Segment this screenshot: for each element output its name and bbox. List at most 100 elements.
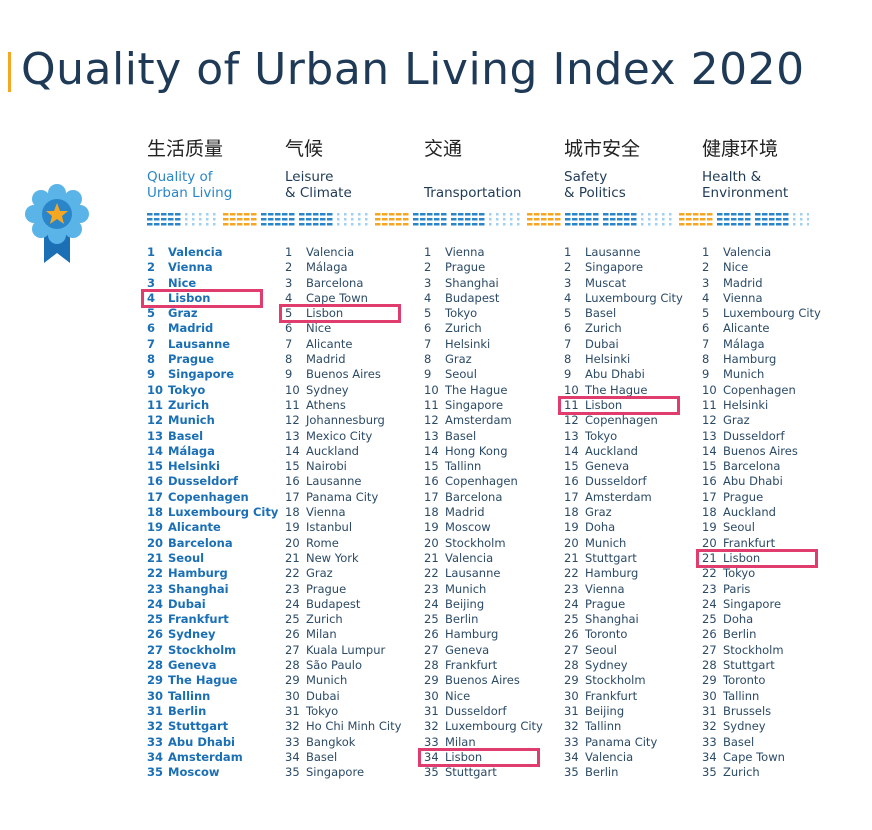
city-name: Geneva xyxy=(445,642,490,657)
city-name: Sydney xyxy=(723,719,766,734)
city-name: Zurich xyxy=(585,321,622,336)
city-name: Hamburg xyxy=(585,566,639,581)
rank-number: 20 xyxy=(702,535,717,550)
rank-number: 31 xyxy=(147,703,164,718)
ranking-row: 12 Copenhagen xyxy=(564,413,704,428)
city-name: Zurich xyxy=(306,612,343,627)
city-name: Tallinn xyxy=(585,719,622,734)
rank-number: 7 xyxy=(564,336,572,351)
ranking-row: 8 Graz xyxy=(424,352,564,367)
rank-number: 33 xyxy=(564,734,579,749)
rank-number: 18 xyxy=(147,505,164,520)
rank-number: 22 xyxy=(564,566,579,581)
city-name: Shanghai xyxy=(445,275,499,290)
city-name: Nairobi xyxy=(306,459,347,474)
ranking-row: 18 Graz xyxy=(564,505,704,520)
rank-number: 13 xyxy=(702,428,717,443)
city-name: Bangkok xyxy=(306,734,356,749)
rank-number: 28 xyxy=(702,658,717,673)
rank-number: 27 xyxy=(564,642,579,657)
rank-number: 18 xyxy=(702,505,717,520)
city-name: Dusseldorf xyxy=(445,703,507,718)
rank-number: 7 xyxy=(424,336,432,351)
city-name: The Hague xyxy=(445,382,508,397)
city-name: Cape Town xyxy=(306,290,368,305)
rank-number: 26 xyxy=(147,627,164,642)
rank-number: 20 xyxy=(285,535,300,550)
ranking-row: 9 Seoul xyxy=(424,367,564,382)
ranking-row: 7 Helsinki xyxy=(424,337,564,352)
rank-number: 16 xyxy=(424,474,439,489)
city-name: Muscat xyxy=(585,275,627,290)
city-name: Panama City xyxy=(585,734,658,749)
ranking-row: 31 Brussels xyxy=(702,704,842,719)
rank-number: 32 xyxy=(702,719,717,734)
ranking-row: 31 Beijing xyxy=(564,704,704,719)
rank-number: 32 xyxy=(564,719,579,734)
ranking-row: 34 Lisbon xyxy=(424,750,564,765)
city-name: Valencia xyxy=(168,245,223,259)
ranking-row: 2 Málaga xyxy=(285,260,425,275)
city-name: Barcelona xyxy=(306,275,364,290)
ranking-row: 23 Vienna xyxy=(564,582,704,597)
rank-number: 31 xyxy=(424,703,439,718)
column-header-health: 健康环境 Health & Environment xyxy=(702,134,842,203)
ranking-row: 17 Copenhagen xyxy=(147,490,287,505)
ranking-row: 14 Auckland xyxy=(564,444,704,459)
city-name: Hamburg xyxy=(168,566,228,581)
rank-number: 5 xyxy=(285,306,293,321)
ranking-row: 11 Singapore xyxy=(424,398,564,413)
city-name: Alicante xyxy=(723,321,770,336)
ranking-row: 21 Valencia xyxy=(424,551,564,566)
city-name: Beijing xyxy=(445,596,485,611)
rank-number: 30 xyxy=(285,688,300,703)
city-name: Prague xyxy=(306,581,347,596)
column-title-en-line2: Environment xyxy=(702,185,789,201)
city-name: Sydney xyxy=(306,382,349,397)
rank-number: 32 xyxy=(147,719,164,734)
rank-number: 5 xyxy=(702,306,710,321)
rank-number: 30 xyxy=(564,688,579,703)
lisbon-highlight-box xyxy=(279,304,401,324)
ranking-row: 5 Lisbon xyxy=(285,306,425,321)
city-name: Toronto xyxy=(585,627,628,642)
ranking-row: 25 Shanghai xyxy=(564,612,704,627)
ranking-row: 31 Dusseldorf xyxy=(424,704,564,719)
city-name: Madrid xyxy=(445,505,485,520)
city-name: Tallinn xyxy=(445,459,482,474)
ranking-row: 23 Paris xyxy=(702,582,842,597)
city-name: Singapore xyxy=(306,765,365,780)
city-name: Prague xyxy=(445,260,486,275)
rank-number: 12 xyxy=(564,413,579,428)
city-name: Istanbul xyxy=(306,520,353,535)
column-title-en: Leisure & Climate xyxy=(285,169,425,203)
city-name: Stuttgart xyxy=(445,765,497,780)
ranking-row: 15 Barcelona xyxy=(702,459,842,474)
city-name: Beijing xyxy=(585,703,625,718)
rank-number: 8 xyxy=(424,352,432,367)
city-name: Lausanne xyxy=(168,336,231,351)
ranking-row: 20 Barcelona xyxy=(147,536,287,551)
ranking-row: 24 Beijing xyxy=(424,597,564,612)
city-name: Kuala Lumpur xyxy=(306,642,386,657)
city-name: Stockholm xyxy=(585,673,646,688)
ranking-row: 18 Madrid xyxy=(424,505,564,520)
city-name: Munich xyxy=(585,535,627,550)
city-name: Hamburg xyxy=(723,352,777,367)
ranking-row: 25 Frankfurt xyxy=(147,612,287,627)
ranking-row: 9 Munich xyxy=(702,367,842,382)
city-name: Tallinn xyxy=(723,688,760,703)
city-name: Copenhagen xyxy=(445,474,518,489)
rank-number: 16 xyxy=(564,474,579,489)
ranking-row: 11 Helsinki xyxy=(702,398,842,413)
city-name: Seoul xyxy=(168,550,205,565)
ranking-row: 30 Nice xyxy=(424,689,564,704)
ranking-row: 4 Lisbon xyxy=(147,291,287,306)
city-name: Stockholm xyxy=(168,642,237,657)
column-title-en: Transportation xyxy=(424,169,564,203)
city-name: Amsterdam xyxy=(445,413,512,428)
ranking-row: 8 Hamburg xyxy=(702,352,842,367)
rank-number: 29 xyxy=(424,673,439,688)
rank-number: 8 xyxy=(702,352,710,367)
rank-number: 7 xyxy=(285,336,293,351)
